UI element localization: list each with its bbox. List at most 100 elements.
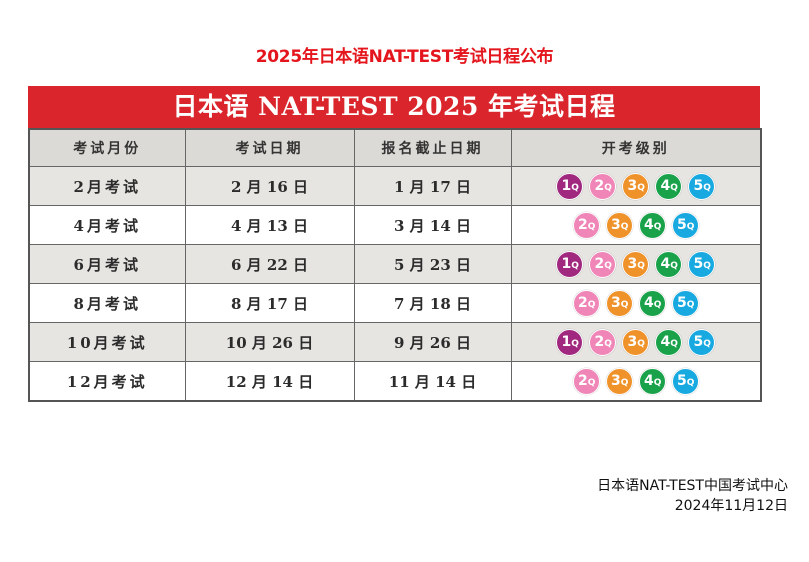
exam-month-cell: 2月考试 <box>28 166 186 206</box>
level-suffix: Q <box>620 378 629 388</box>
level-number: 3 <box>627 334 638 350</box>
header-exam-month: 考试月份 <box>28 128 186 167</box>
level-suffix: Q <box>703 261 711 271</box>
level-number: 1 <box>561 334 572 350</box>
level-suffix: Q <box>686 300 695 310</box>
level-number: 2 <box>594 256 605 272</box>
level-number: 2 <box>578 373 588 389</box>
exam-date-cell: 4 月 13 日 <box>184 205 355 245</box>
level-number: 3 <box>611 295 621 311</box>
level-suffix: Q <box>686 222 695 232</box>
level-suffix: Q <box>670 183 678 193</box>
level-suffix: Q <box>653 378 662 388</box>
level-number: 5 <box>677 217 687 233</box>
level-suffix: Q <box>637 261 645 271</box>
level-suffix: Q <box>620 300 629 310</box>
level-suffix: Q <box>604 183 612 193</box>
level-number: 4 <box>660 334 671 350</box>
level-number: 3 <box>611 217 621 233</box>
deadline-cell: 5 月 23 日 <box>353 244 512 284</box>
deadline-cell: 11 月 14 日 <box>353 361 512 402</box>
deadline-cell: 1 月 17 日 <box>353 166 512 206</box>
level-suffix: Q <box>653 222 662 232</box>
level-suffix: Q <box>587 222 596 232</box>
level-number: 4 <box>644 295 654 311</box>
level-suffix: Q <box>571 261 579 271</box>
level-suffix: Q <box>604 339 612 349</box>
deadline-cell: 3 月 14 日 <box>353 205 512 245</box>
header-row: 考试月份 考试日期 报名截止日期 开考级别 <box>28 128 762 167</box>
level-suffix: Q <box>670 261 678 271</box>
level-number: 5 <box>693 178 704 194</box>
exam-date-cell: 8 月 17 日 <box>184 283 355 323</box>
level-suffix: Q <box>604 261 612 271</box>
level-suffix: Q <box>670 339 678 349</box>
level-number: 3 <box>611 373 621 389</box>
exam-month-cell: 8月考试 <box>28 283 186 323</box>
header-levels: 开考级别 <box>510 128 762 167</box>
level-number: 4 <box>660 256 671 272</box>
level-suffix: Q <box>620 222 629 232</box>
level-number: 4 <box>644 373 654 389</box>
level-suffix: Q <box>686 378 695 388</box>
level-number: 5 <box>693 256 704 272</box>
issuing-organization: 日本语NAT-TEST中国考试中心 <box>597 478 788 494</box>
level-suffix: Q <box>703 339 711 349</box>
document-title: 2025年日本语NAT-TEST考试日程公布 <box>255 47 554 67</box>
level-suffix: Q <box>587 300 596 310</box>
deadline-cell: 7 月 18 日 <box>353 283 512 323</box>
exam-date-cell: 10 月 26 日 <box>184 322 355 362</box>
deadline-cell: 9 月 26 日 <box>353 322 512 362</box>
issue-date: 2024年11月12日 <box>674 498 788 514</box>
level-number: 1 <box>561 178 572 194</box>
level-number: 1 <box>561 256 572 272</box>
exam-date-cell: 12 月 14 日 <box>184 361 355 402</box>
footer: 日本语NAT-TEST中国考试中心 2024年11月12日 <box>597 476 788 516</box>
exam-date-cell: 6 月 22 日 <box>184 244 355 284</box>
header-registration-deadline: 报名截止日期 <box>353 128 512 167</box>
level-suffix: Q <box>703 183 711 193</box>
level-suffix: Q <box>637 183 645 193</box>
header-exam-date: 考试日期 <box>184 128 355 167</box>
exam-schedule: 日本语 NAT-TEST 2025 年考试日程 考试月份 考试日期 报名截止日期… <box>28 86 762 402</box>
level-number: 2 <box>578 217 588 233</box>
level-number: 5 <box>677 295 687 311</box>
level-number: 2 <box>594 334 605 350</box>
exam-month-cell: 12月考试 <box>28 361 186 402</box>
level-suffix: Q <box>637 339 645 349</box>
